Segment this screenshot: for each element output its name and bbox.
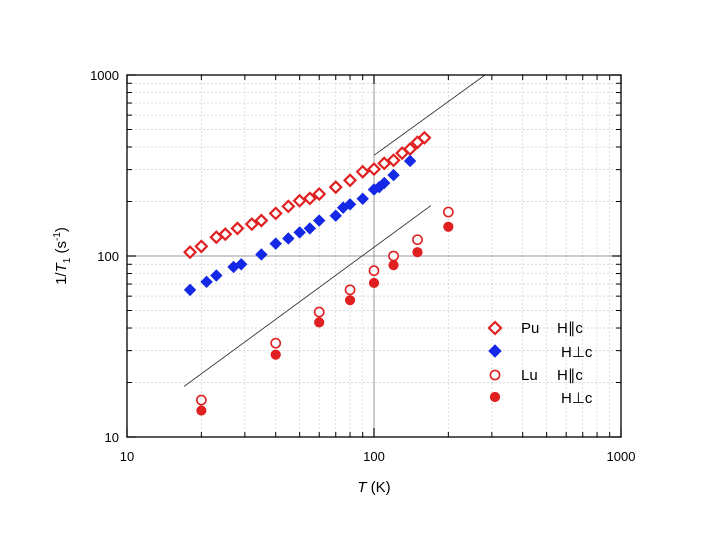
data-point [378,176,391,190]
axis-ticks: 10 100 1000 10 100 1000 [90,68,635,464]
series-2 [195,206,454,406]
data-point [403,141,418,157]
data-point [268,206,283,221]
data-point [387,168,400,182]
data-point [282,232,295,245]
data-point [368,265,380,277]
data-point [443,221,454,232]
legend-field-pu-hperp: H⊥c [561,344,593,361]
data-point [368,277,380,289]
reference-lines [183,75,486,387]
data-point [270,349,281,360]
data-point [355,164,370,179]
data-point [442,206,454,218]
data-point [270,337,282,349]
data-point [417,130,432,145]
data-point [328,180,343,195]
data-point [343,198,357,211]
data-point [218,227,233,242]
legend: Pu H∥c H⊥c Lu H∥c H⊥c [487,320,593,407]
data-point [344,284,356,296]
x-axis-title-rest: (K) [367,479,391,496]
legend-marker-open-circle [489,369,501,381]
x-axis-title: T (K) [357,479,390,496]
data-point [254,213,269,228]
data-point [403,154,417,168]
data-point [196,405,207,416]
legend-compound-pu: Pu [521,320,539,337]
data-point [281,199,296,214]
data-point [388,250,399,262]
data-point [269,237,282,250]
x-tick-label: 10 [120,449,134,464]
legend-entry-lu-hpar: Lu H∥c [489,367,583,384]
data-point [356,192,369,206]
data-point [366,162,382,177]
data-point [343,173,358,188]
data-point [230,221,245,236]
data-point [182,245,198,260]
data-point [412,234,423,246]
y-axis-title-end: ) [53,227,70,232]
data-point [200,275,213,289]
data-point [388,260,399,271]
data-point [210,269,223,282]
data-point [386,153,401,168]
reference-line [183,205,432,387]
legend-entry-pu-hperp: H⊥c [488,344,593,361]
y-axis-title-italic: T [53,261,70,272]
data-marks [182,130,454,416]
x-tick-label: 1000 [607,449,636,464]
data-point [312,186,327,202]
data-point [195,394,207,406]
data-point [312,214,326,227]
data-point [255,248,268,261]
series-1 [183,154,417,297]
legend-marker-filled-circle [489,391,501,403]
data-point [302,191,317,206]
data-point [183,283,197,297]
y-axis-title-sup: -1 [52,232,63,241]
y-axis-title-prefix: 1/ [53,272,70,285]
data-point [344,295,356,306]
y-axis-title-rest: (s [53,241,70,258]
legend-entry-lu-hperp: H⊥c [489,390,593,407]
legend-field-pu-hpar: H∥c [557,320,583,337]
data-point [293,226,306,239]
data-point [194,239,209,254]
data-point [244,217,259,232]
y-tick-label: 1000 [90,68,119,83]
x-axis-title-italic: T [357,479,368,496]
y-axis-title-sub: 1 [62,257,73,263]
data-point [313,306,325,318]
data-point [235,258,248,271]
reference-line [373,75,486,156]
legend-compound-lu: Lu [521,367,538,384]
legend-field-lu-hpar: H∥c [557,367,583,384]
x-tick-label: 100 [363,449,385,464]
data-point [314,317,325,328]
y-tick-label: 100 [97,249,119,264]
series-3 [196,221,454,416]
legend-entry-pu-hpar: Pu H∥c [487,320,583,337]
data-point [412,247,423,258]
series-0 [182,130,432,260]
legend-field-lu-hperp: H⊥c [561,390,593,407]
legend-marker-open-diamond [487,320,503,336]
data-point [329,209,342,222]
legend-marker-filled-diamond [488,344,502,358]
y-axis-title: 1/T1 (s-1) [52,227,73,285]
data-point [303,222,317,235]
grid [126,74,622,438]
data-point [292,193,307,208]
y-tick-label: 10 [105,430,119,445]
